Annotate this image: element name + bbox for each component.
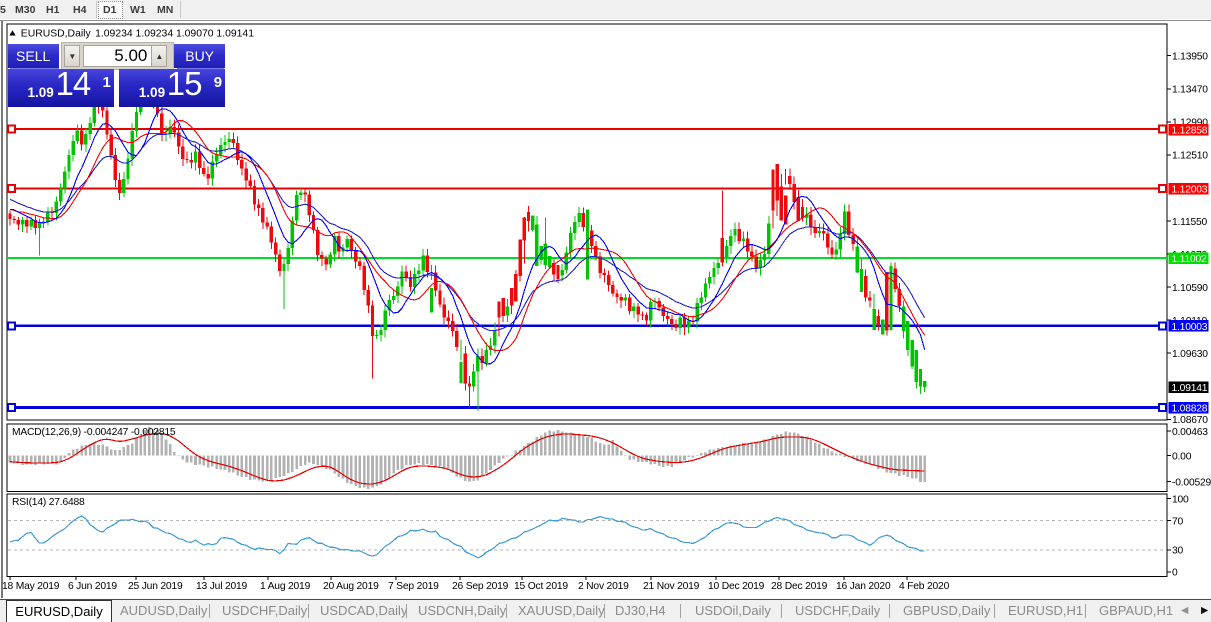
svg-text:1.13950: 1.13950 xyxy=(1172,52,1208,63)
svg-text:-0.005299: -0.005299 xyxy=(1172,477,1211,488)
svg-text:1.10003: 1.10003 xyxy=(1172,322,1208,333)
svg-text:1.13470: 1.13470 xyxy=(1172,85,1208,96)
svg-text:EURUSD,Daily: EURUSD,Daily xyxy=(21,28,92,39)
svg-text:0: 0 xyxy=(1172,568,1178,579)
svg-text:1.09234 1.09234 1.09070 1.0914: 1.09234 1.09234 1.09070 1.09141 xyxy=(95,28,254,39)
svg-text:30: 30 xyxy=(1172,546,1184,557)
svg-text:1.09141: 1.09141 xyxy=(1172,383,1208,394)
svg-text:70: 70 xyxy=(1172,516,1184,527)
svg-text:1.08828: 1.08828 xyxy=(1172,404,1208,415)
svg-text:RSI(14) 27.6488: RSI(14) 27.6488 xyxy=(12,497,85,508)
svg-text:13 Jul 2019: 13 Jul 2019 xyxy=(196,581,248,592)
svg-text:1.09630: 1.09630 xyxy=(1172,349,1208,360)
svg-text:6 Jun 2019: 6 Jun 2019 xyxy=(68,581,117,592)
svg-text:1.12858: 1.12858 xyxy=(1172,125,1208,136)
svg-text:1.08670: 1.08670 xyxy=(1172,415,1208,426)
svg-text:1.12990: 1.12990 xyxy=(1172,118,1208,129)
svg-text:0.00463: 0.00463 xyxy=(1172,427,1208,438)
svg-text:7 Sep 2019: 7 Sep 2019 xyxy=(388,581,439,592)
svg-text:16 Jan 2020: 16 Jan 2020 xyxy=(836,581,891,592)
svg-text:20 Aug 2019: 20 Aug 2019 xyxy=(323,581,379,592)
svg-text:21 Nov 2019: 21 Nov 2019 xyxy=(643,581,700,592)
svg-text:MACD(12,26,9) -0.004247 -0.002: MACD(12,26,9) -0.004247 -0.002815 xyxy=(12,427,176,438)
svg-text:1 Aug 2019: 1 Aug 2019 xyxy=(260,581,311,592)
svg-text:1.11002: 1.11002 xyxy=(1172,254,1208,265)
svg-text:0.00: 0.00 xyxy=(1172,451,1192,462)
svg-text:100: 100 xyxy=(1172,494,1189,505)
svg-text:1.12003: 1.12003 xyxy=(1172,185,1208,196)
svg-text:1.12510: 1.12510 xyxy=(1172,151,1208,162)
svg-text:26 Sep 2019: 26 Sep 2019 xyxy=(452,581,509,592)
svg-text:25 Jun 2019: 25 Jun 2019 xyxy=(128,581,183,592)
svg-text:28 Dec 2019: 28 Dec 2019 xyxy=(771,581,828,592)
svg-text:15 Oct 2019: 15 Oct 2019 xyxy=(514,581,568,592)
svg-text:4 Feb 2020: 4 Feb 2020 xyxy=(899,581,950,592)
svg-text:1.11550: 1.11550 xyxy=(1172,217,1208,228)
svg-text:18 May 2019: 18 May 2019 xyxy=(2,581,60,592)
svg-text:2 Nov 2019: 2 Nov 2019 xyxy=(578,581,629,592)
svg-text:1.10590: 1.10590 xyxy=(1172,283,1208,294)
svg-text:10 Dec 2019: 10 Dec 2019 xyxy=(708,581,765,592)
